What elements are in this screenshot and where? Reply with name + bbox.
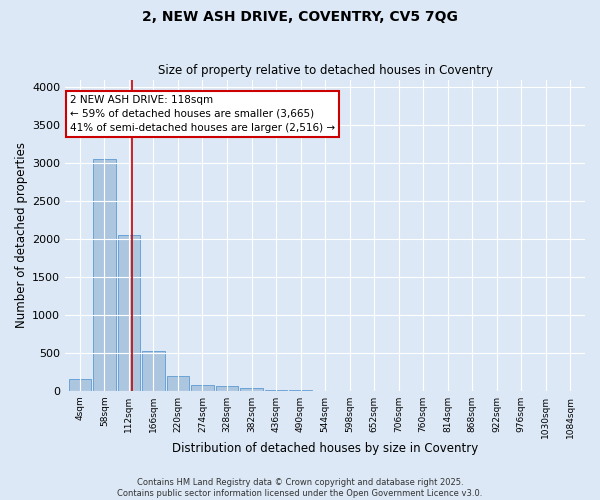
Bar — [142, 350, 165, 391]
Text: Contains HM Land Registry data © Crown copyright and database right 2025.
Contai: Contains HM Land Registry data © Crown c… — [118, 478, 482, 498]
Bar — [93, 160, 116, 391]
Bar — [240, 388, 263, 391]
Text: 2, NEW ASH DRIVE, COVENTRY, CV5 7QG: 2, NEW ASH DRIVE, COVENTRY, CV5 7QG — [142, 10, 458, 24]
X-axis label: Distribution of detached houses by size in Coventry: Distribution of detached houses by size … — [172, 442, 478, 455]
Bar — [118, 235, 140, 391]
Bar — [265, 390, 287, 391]
Bar — [191, 385, 214, 391]
Title: Size of property relative to detached houses in Coventry: Size of property relative to detached ho… — [158, 64, 493, 77]
Y-axis label: Number of detached properties: Number of detached properties — [15, 142, 28, 328]
Bar — [167, 376, 189, 391]
Bar — [68, 380, 91, 391]
Text: 2 NEW ASH DRIVE: 118sqm
← 59% of detached houses are smaller (3,665)
41% of semi: 2 NEW ASH DRIVE: 118sqm ← 59% of detache… — [70, 94, 335, 132]
Bar — [216, 386, 238, 391]
